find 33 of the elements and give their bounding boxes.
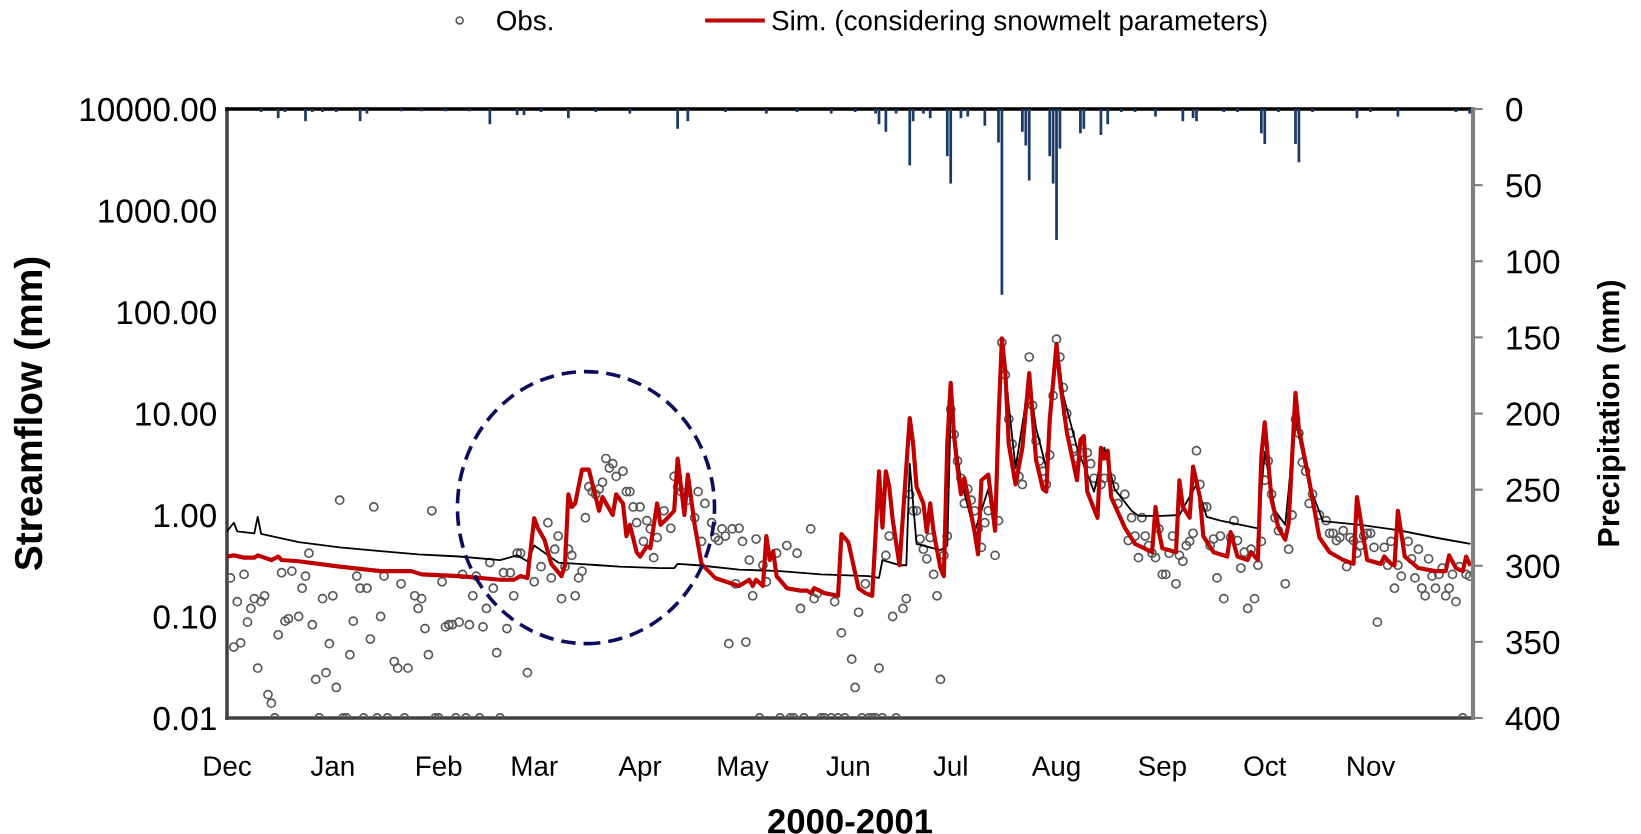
y-tick-label: 100.00	[117, 300, 216, 325]
x-tick-label: Jul	[933, 755, 967, 776]
x-tick-label: Jan	[310, 756, 354, 776]
x-tick-label: Nov	[1348, 756, 1396, 776]
y2-tick-label: 50	[1506, 173, 1541, 198]
y-axis-title: Streamflow (mm)	[13, 257, 51, 571]
y-tick-label: 1.00	[154, 503, 216, 528]
y2-axis-title: Precipitation (mm)	[1596, 280, 1626, 546]
legend-label: Sim. (considering snowmelt parameters)	[772, 10, 1267, 36]
y2-tick-label: 300	[1506, 554, 1560, 579]
y-tick-label: 10.00	[136, 402, 216, 426]
y2-tick-label: 400	[1505, 706, 1560, 731]
x-tick-label: Sep	[1138, 756, 1186, 782]
y2-tick-label: 150	[1507, 326, 1560, 350]
y2-tick-label: 100	[1507, 250, 1560, 274]
y2-tick-label: 350	[1506, 630, 1560, 655]
y2-tick-label: 200	[1506, 402, 1560, 426]
x-axis-title: 2000-2001	[768, 809, 933, 834]
y2-tick-label: 250	[1506, 478, 1560, 503]
y2-tick-label: 0	[1506, 97, 1523, 122]
y-tick-label: 0.01	[153, 706, 216, 731]
x-tick-label: Aug	[1031, 756, 1080, 782]
y-tick-label: 10000.00	[80, 97, 216, 122]
x-tick-label: Jun	[826, 756, 869, 776]
x-tick-label: May	[718, 756, 769, 782]
x-tick-label: Feb	[417, 755, 462, 776]
legend-label: Obs.	[497, 10, 552, 31]
x-tick-label: Apr	[618, 756, 662, 782]
y-tick-label: 1000.00	[99, 199, 216, 223]
x-tick-label: Mar	[512, 756, 558, 776]
x-tick-label: Oct	[1244, 756, 1287, 776]
x-tick-label: Dec	[204, 756, 251, 776]
y-tick-label: 0.10	[153, 605, 216, 629]
